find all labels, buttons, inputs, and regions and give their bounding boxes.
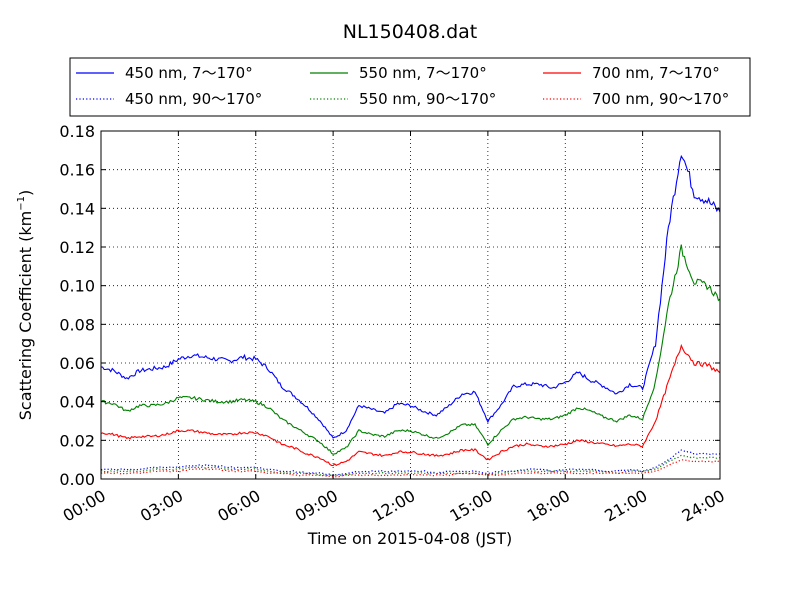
y-tick-label: 0.06 bbox=[59, 354, 95, 373]
y-axis-label-superscript: −1 bbox=[16, 196, 27, 211]
legend: 450 nm, 7～170° 450 nm, 90～170° 550 nm, 7～1… bbox=[69, 57, 751, 117]
series-line-2 bbox=[100, 244, 721, 455]
x-axis-label: Time on 2015-04-08 (JST) bbox=[307, 529, 512, 548]
y-tick-label: 0.02 bbox=[59, 431, 95, 450]
y-tick-label: 0.18 bbox=[59, 122, 95, 141]
y-tick-label: 0.04 bbox=[59, 393, 95, 412]
series-line-0 bbox=[100, 154, 721, 439]
legend-label: 450 nm, 90～170° bbox=[125, 90, 262, 108]
y-axis-label: Scattering Coefficient (km−1) bbox=[16, 190, 35, 421]
legend-label: 450 nm, 7～170° bbox=[125, 64, 253, 82]
y-axis-label-end: ) bbox=[16, 190, 35, 196]
y-tick-label: 0.16 bbox=[59, 161, 95, 180]
y-tick-label: 0.14 bbox=[59, 199, 95, 218]
chart-title: NL150408.dat bbox=[343, 21, 478, 43]
y-tick-label: 0.12 bbox=[59, 238, 95, 257]
legend-label: 550 nm, 90～170° bbox=[359, 90, 496, 108]
legend-label: 550 nm, 7～170° bbox=[359, 64, 487, 82]
y-tick-label: 0.00 bbox=[59, 470, 95, 489]
y-tick-label: 0.08 bbox=[59, 315, 95, 334]
legend-label: 700 nm, 90～170° bbox=[592, 90, 729, 108]
legend-label: 700 nm, 7～170° bbox=[592, 64, 720, 82]
legend-box bbox=[69, 57, 751, 117]
y-axis-label-main: Scattering Coefficient (km bbox=[16, 211, 35, 421]
series-line-4 bbox=[100, 343, 721, 467]
y-tick-label: 0.10 bbox=[59, 277, 95, 296]
